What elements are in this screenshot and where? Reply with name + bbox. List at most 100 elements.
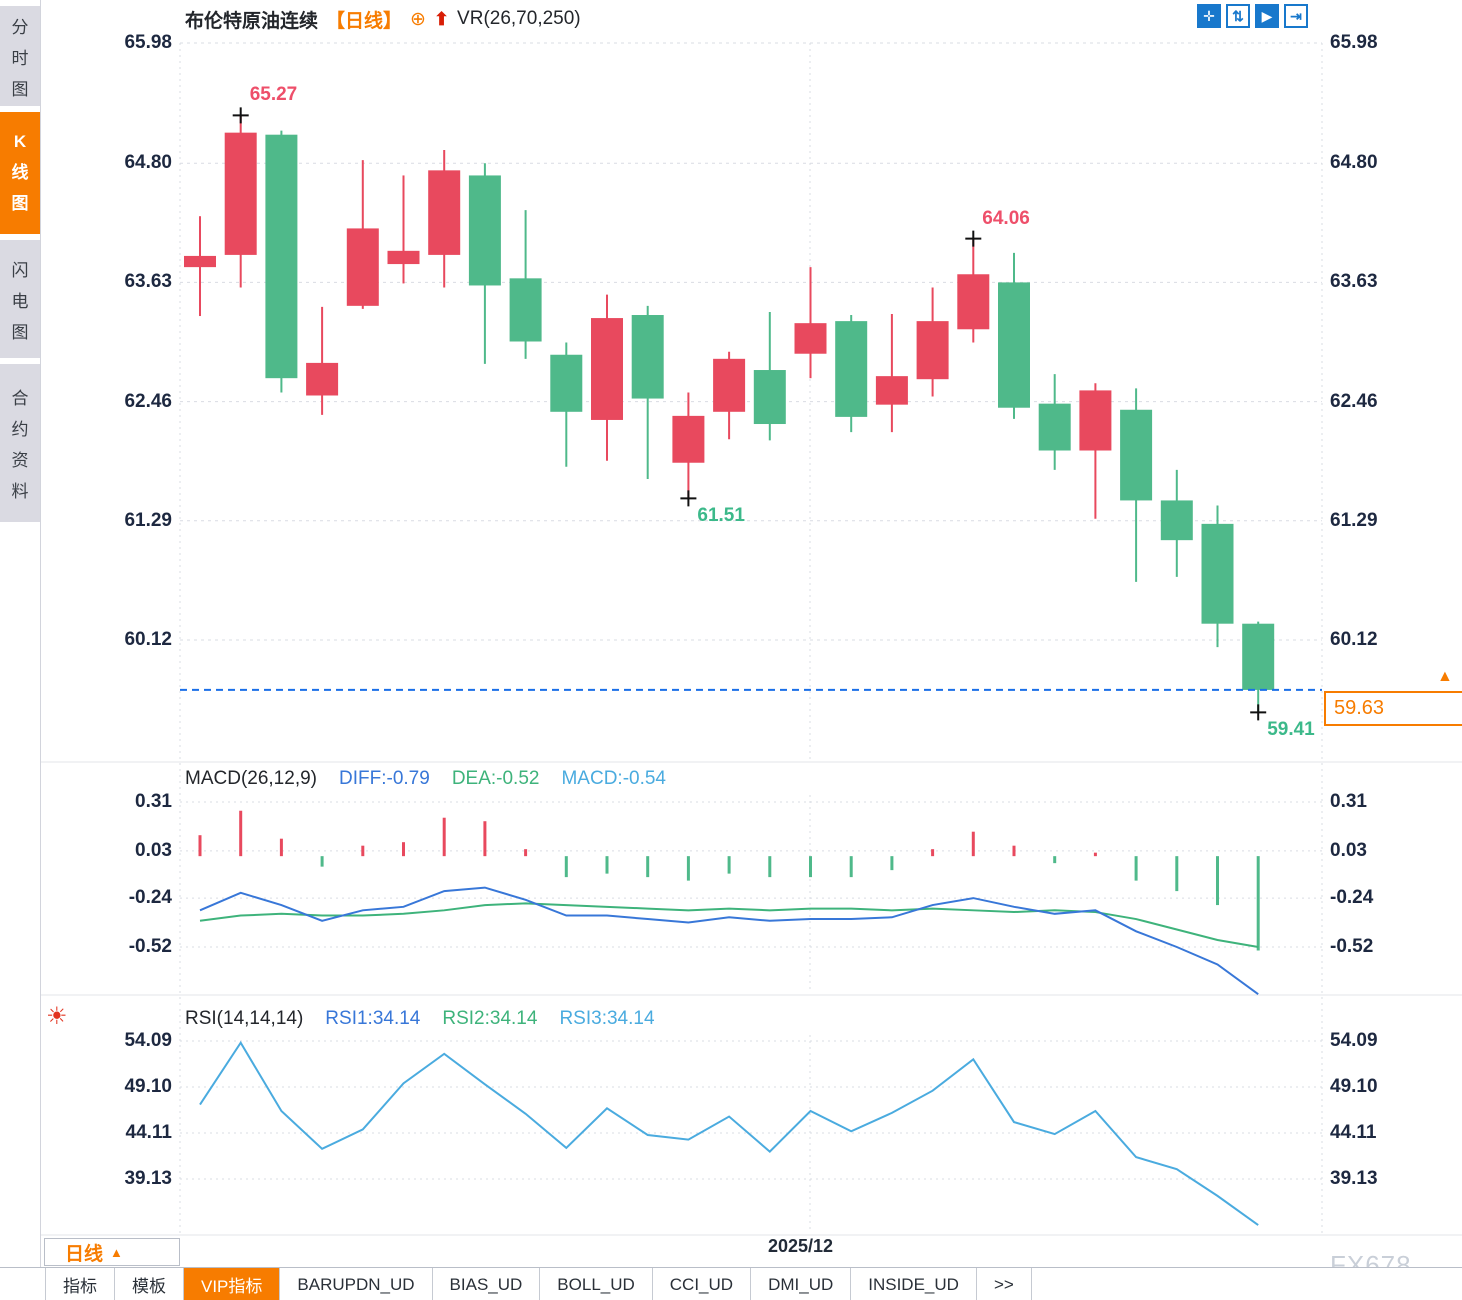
candle-body [753, 370, 786, 425]
tab-[interactable]: 模板 [115, 1268, 184, 1300]
goto-latest-icon[interactable]: ⇥ [1284, 4, 1308, 28]
axis-label: 39.13 [124, 1168, 172, 1189]
chart-toolbar: ✛ ⇅ ▶ ⇥ [1197, 4, 1308, 28]
axis-label: 49.10 [124, 1076, 172, 1098]
axis-label: 60.12 [124, 629, 172, 650]
candle-body [306, 362, 339, 396]
vr-indicator-label: VR(26,70,250) [457, 8, 581, 29]
axis-label: -0.24 [128, 887, 172, 909]
axis-label: 64.80 [124, 152, 172, 174]
period-selector-arrow-icon: ▲ [110, 1244, 123, 1260]
tab-[interactable]: >> [977, 1268, 1032, 1300]
candle-body [957, 274, 990, 330]
candle-body [631, 315, 664, 399]
sidebar-item-3[interactable]: 闪电图 [0, 240, 40, 358]
high-marker-label: 64.06 [982, 207, 1030, 229]
axis-label: -0.24 [1330, 887, 1374, 909]
macd-diff-line [199, 886, 1259, 995]
macd-dea-line [199, 902, 1259, 948]
sidebar-item-4[interactable]: 合约资料 [0, 364, 40, 522]
candle-body [916, 321, 949, 380]
candle-body [1079, 390, 1112, 451]
period-selector-button[interactable]: 日线 ▲ [44, 1238, 180, 1266]
axis-label: 44.11 [125, 1122, 173, 1144]
macd-header: MACD(26,12,9) DIFF:-0.79 DEA:-0.52 MACD:… [185, 768, 666, 790]
candle-body [184, 255, 216, 268]
macd-title: MACD(26,12,9) [185, 768, 317, 789]
extreme-cross-icon [232, 107, 249, 124]
rsi3-value: RSI3:34.14 [559, 1008, 655, 1029]
axis-label: 65.98 [124, 32, 172, 53]
axis-label: 54.09 [124, 1030, 172, 1051]
play-forward-icon[interactable]: ▶ [1255, 4, 1279, 28]
candle-body [387, 250, 420, 265]
axis-label: 61.29 [1330, 509, 1378, 531]
x-axis-date-label: 2025/12 [768, 1236, 834, 1256]
tab-boll_ud[interactable]: BOLL_UD [540, 1268, 653, 1300]
crosshair-icon[interactable]: ⊕ [410, 8, 426, 30]
candle-body [713, 358, 746, 412]
indicator-tabbar: 指标 模板 VIP指标 BARUPDN_UD BIAS_UD BOLL_UD CCI_UD D… [0, 1267, 1462, 1300]
tabbar-spacer [0, 1268, 46, 1300]
rsi1-value: RSI1:34.14 [325, 1008, 421, 1029]
tab-bias_ud[interactable]: BIAS_UD [433, 1268, 541, 1300]
instrument-title: 布伦特原油连续 [185, 10, 319, 32]
axis-label: 49.10 [1330, 1076, 1378, 1098]
axis-label: 62.46 [124, 390, 172, 412]
rsi-line [199, 1040, 1259, 1226]
macd-macd-value: MACD:-0.54 [561, 768, 666, 789]
rsi2-value: RSI2:34.14 [442, 1008, 538, 1029]
tab-cci_ud[interactable]: CCI_UD [653, 1268, 752, 1300]
last-price-tag: 59.63 [1324, 691, 1462, 726]
axis-label: -0.52 [1330, 936, 1374, 957]
indicator-settings-icon[interactable]: ☀ [46, 1003, 68, 1030]
sidebar-item-1[interactable]: 分时图 [0, 6, 40, 106]
axis-label: 0.03 [135, 839, 172, 861]
macd-diff-value: DIFF:-0.79 [339, 768, 430, 789]
rsi-title: RSI(14,14,14) [185, 1008, 304, 1029]
high-marker-label: 65.27 [249, 84, 298, 106]
tab-barupdn_ud[interactable]: BARUPDN_UD [280, 1268, 433, 1300]
candle-body [346, 228, 379, 306]
candle-body [224, 132, 257, 255]
candle-body [1242, 623, 1275, 690]
candle-body [265, 134, 298, 379]
tab-dmi_ud[interactable]: DMI_UD [751, 1268, 852, 1300]
arrow-up-icon: ⬆ [433, 8, 450, 29]
candle-body [794, 323, 827, 354]
axis-label: 63.63 [1330, 271, 1378, 293]
candle-body [1201, 523, 1234, 624]
candle-body [509, 278, 542, 342]
candle-body [1120, 409, 1153, 501]
tab-inside_ud[interactable]: INSIDE_UD [851, 1268, 977, 1300]
chart-header: 布伦特原油连续 【日线】 ⊕ ⬆ VR(26,70,250) [185, 6, 581, 32]
axis-label: 54.09 [1330, 1030, 1378, 1051]
macd-dea-value: DEA:-0.52 [451, 768, 540, 789]
axis-label: -0.52 [128, 936, 172, 957]
period-tag[interactable]: 【日线】 [326, 10, 403, 32]
axis-label: 0.31 [135, 791, 172, 812]
tab-[interactable]: 指标 [46, 1268, 115, 1300]
extreme-cross-icon [680, 490, 697, 507]
candle-body [1160, 500, 1193, 541]
axis-label: 65.98 [1330, 32, 1378, 53]
candle-body [835, 321, 868, 417]
candle-body [591, 318, 623, 420]
tab-vip[interactable]: VIP指标 [184, 1268, 281, 1300]
extreme-cross-icon [965, 230, 982, 247]
candle-body [875, 376, 908, 405]
rsi-header: RSI(14,14,14) RSI1:34.14 RSI2:34.14 RSI3… [185, 1008, 655, 1030]
axis-scale-icon[interactable]: ⇅ [1226, 4, 1250, 28]
axis-label: 39.13 [1330, 1168, 1378, 1189]
crosshair-pan-icon[interactable]: ✛ [1197, 4, 1221, 28]
axis-label: 62.46 [1330, 390, 1378, 412]
extreme-cross-icon [1250, 704, 1267, 721]
price-tag-arrow-icon: ▲ [1437, 668, 1453, 685]
candle-body [468, 175, 501, 286]
axis-label: 44.11 [1330, 1122, 1377, 1144]
candle-body [550, 354, 583, 412]
